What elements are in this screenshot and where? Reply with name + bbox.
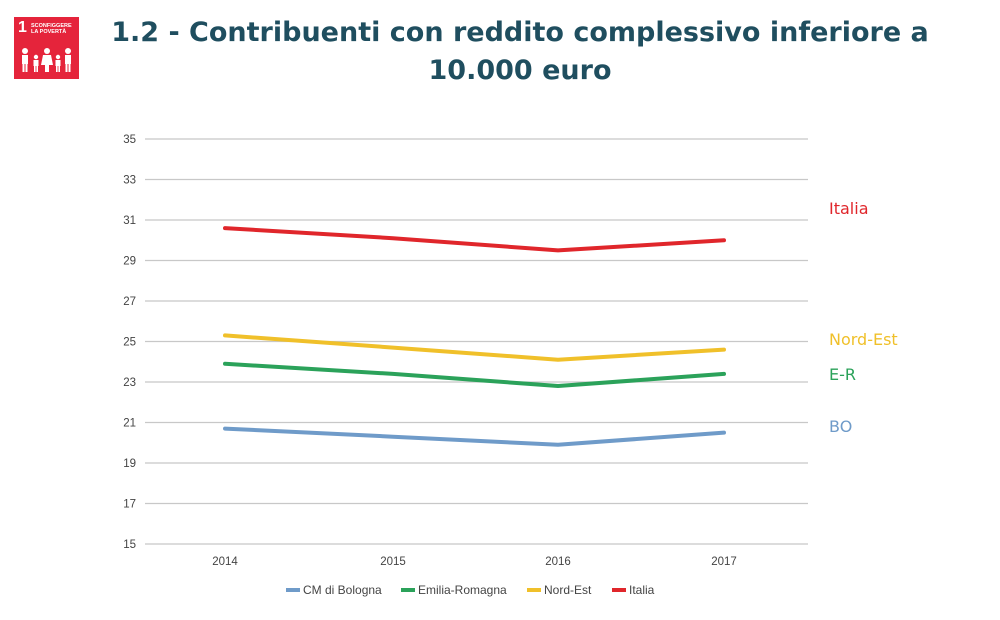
y-tick-label: 33 — [123, 175, 136, 187]
series-end-label: E-R — [829, 365, 856, 384]
chart-title: 1.2 - Contribuenti con reddito complessi… — [111, 17, 929, 86]
legend-entry: CM di Bologna — [303, 583, 382, 597]
series-line — [223, 333, 726, 362]
series-end-label: Italia — [829, 199, 869, 218]
y-tick-label: 31 — [123, 215, 136, 227]
series-end-label: Nord-Est — [829, 330, 898, 349]
y-tick-label: 35 — [123, 134, 136, 146]
y-tick-label: 15 — [123, 539, 136, 551]
x-tick-label: 2014 — [212, 556, 238, 568]
legend-entry: Nord-Est — [544, 583, 592, 597]
y-tick-label: 29 — [123, 256, 136, 268]
series-lines — [223, 226, 726, 447]
y-tick-label: 19 — [123, 458, 136, 470]
sdg-goal-number: 1 — [18, 19, 27, 36]
series-line — [223, 361, 726, 388]
series-end-labels: BO E-R Nord-Est Italia — [829, 199, 898, 436]
y-tick-label: 27 — [123, 296, 136, 308]
legend: CM di Bologna Emilia-Romagna Nord-Est Itali… — [286, 583, 655, 597]
x-axis-ticks: 2014 2015 2016 2017 — [212, 556, 737, 568]
y-tick-label: 23 — [123, 377, 136, 389]
y-tick-label: 25 — [123, 337, 136, 349]
family-icon — [22, 48, 71, 72]
legend-entry: Emilia-Romagna — [418, 583, 507, 597]
series-end-label: BO — [829, 417, 852, 436]
y-tick-label: 17 — [123, 499, 136, 511]
y-tick-label: 21 — [123, 418, 136, 430]
sdg-goal-text: SCONFIGGERE LA POVERTÀ — [31, 23, 72, 35]
x-tick-label: 2017 — [711, 556, 737, 568]
series-line — [223, 426, 726, 447]
series-line — [223, 226, 726, 253]
gridlines — [145, 138, 808, 545]
y-axis-ticks: 15 17 19 21 23 25 27 29 31 33 35 — [123, 134, 136, 551]
x-tick-label: 2015 — [380, 556, 406, 568]
sdg-goal-badge: 1 SCONFIGGERE LA POVERTÀ — [14, 17, 79, 79]
x-tick-label: 2016 — [545, 556, 571, 568]
legend-entry: Italia — [629, 583, 655, 597]
